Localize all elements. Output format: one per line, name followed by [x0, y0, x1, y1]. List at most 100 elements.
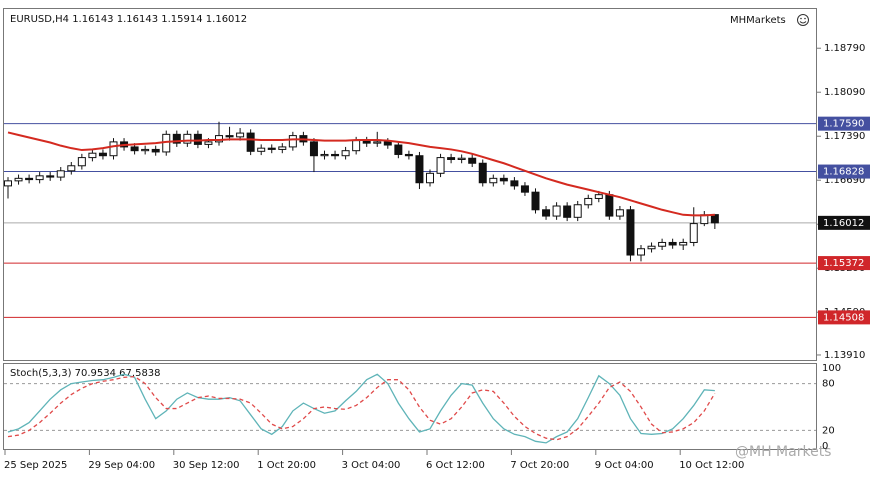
candle-body: [637, 248, 645, 256]
candle-body: [204, 141, 213, 145]
x-tick-label: 25 Sep 2025: [4, 460, 67, 471]
candle-body: [383, 141, 392, 146]
candle-body: [67, 165, 76, 172]
candle-body: [141, 148, 150, 152]
candle-body: [552, 205, 561, 217]
x-tick-label: 30 Sep 12:00: [173, 460, 240, 471]
candle-body: [151, 148, 160, 153]
brand: MHMarkets: [730, 15, 786, 26]
candle-body: [77, 157, 86, 167]
candle-body: [373, 141, 382, 144]
candle-body: [331, 153, 340, 157]
candle-body: [130, 146, 139, 152]
candle-body: [193, 133, 202, 145]
candle-body: [605, 194, 614, 217]
candle-body: [563, 205, 572, 218]
candle-body: [246, 132, 255, 152]
y-tick-label: 1.18090: [824, 87, 865, 98]
y-tick-label: 1.16690: [824, 175, 865, 186]
candle-body: [183, 133, 192, 144]
candle-body: [352, 140, 361, 152]
x-tick-label: 3 Oct 04:00: [342, 460, 401, 471]
y-tick-label: 80: [822, 379, 835, 390]
x-tick-label: 10 Oct 12:00: [679, 460, 744, 471]
candle-body: [98, 152, 107, 157]
y-tick-label: 1.18790: [824, 43, 865, 54]
candle-body: [404, 153, 413, 157]
candle-body: [46, 175, 55, 178]
x-tick-label: 29 Sep 04:00: [88, 460, 155, 471]
candle-body: [626, 209, 635, 256]
level-label: 1.15372: [823, 258, 864, 269]
candle-body: [573, 204, 582, 218]
level-label-box: [818, 256, 870, 271]
y-tick-label: 20: [822, 425, 835, 436]
candle-body: [278, 146, 287, 150]
candle-body: [415, 155, 424, 184]
candle-body: [426, 172, 434, 184]
candle-body: [341, 150, 350, 157]
candle-body: [215, 135, 223, 143]
candle-body: [679, 241, 688, 246]
smiley: [797, 14, 809, 26]
y-tick-label: 100: [822, 363, 841, 374]
chart-title: EURUSD,H4 1.16143 1.16143 1.15914 1.1601…: [10, 14, 247, 25]
candle-body: [4, 180, 12, 187]
candle-body: [499, 177, 508, 182]
candle-body: [531, 191, 540, 211]
candle-body: [447, 157, 456, 160]
stoch-line: [7, 373, 715, 444]
candle-body: [615, 209, 624, 217]
candle-body: [542, 209, 551, 217]
candle-body: [478, 162, 487, 184]
level-label-box: [818, 310, 870, 325]
candle-body: [88, 152, 97, 159]
candle-body: [457, 157, 466, 160]
level-label: 1.16828: [823, 167, 864, 178]
candle-body: [668, 241, 677, 246]
candle-body: [710, 214, 719, 224]
candle-body: [658, 241, 667, 247]
candle-body: [394, 144, 403, 155]
candle-body: [647, 245, 656, 250]
watermark: @MH Markets: [735, 444, 831, 460]
candle-body: [56, 170, 65, 178]
y-tick-label: 1.17390: [824, 131, 865, 142]
candle-body: [689, 223, 698, 243]
x-tick-label: 1 Oct 20:00: [257, 460, 316, 471]
y-tick-label: 0: [822, 441, 828, 452]
stoch-title: Stoch(5,3,3) 70.9534 67.5838: [10, 368, 161, 379]
candle-body: [468, 157, 477, 164]
candle-body: [362, 140, 371, 144]
candle-body: [35, 175, 44, 181]
x-tick-label: 6 Oct 12:00: [426, 460, 485, 471]
level-label: 1.14508: [823, 312, 864, 323]
candle-body: [520, 185, 529, 193]
level-label-box: [818, 116, 870, 131]
y-tick-label: 1.13910: [824, 350, 865, 361]
stoch-panel: [3, 363, 817, 450]
candle-body: [309, 141, 318, 157]
candle-body: [594, 194, 603, 199]
candle-body: [236, 132, 245, 138]
candle-body: [267, 147, 276, 150]
x-tick-label: 9 Oct 04:00: [595, 460, 654, 471]
stoch-line: [7, 375, 716, 441]
candle-body: [14, 177, 23, 182]
candle-body: [584, 197, 593, 206]
main-panel: [3, 8, 817, 361]
candle-body: [25, 177, 34, 181]
level-label-box: [818, 164, 870, 179]
moving-average: [7, 131, 715, 217]
candle-body: [225, 135, 234, 138]
candle-body: [257, 147, 266, 152]
candle-body: [489, 177, 498, 184]
candle-body: [436, 157, 445, 174]
x-tick-label: 7 Oct 20:00: [510, 460, 569, 471]
candle-body: [510, 180, 519, 187]
level-label: 1.17590: [823, 119, 864, 130]
candle-body: [288, 135, 297, 148]
level-label-box: [818, 215, 870, 230]
candle-body: [320, 153, 329, 157]
